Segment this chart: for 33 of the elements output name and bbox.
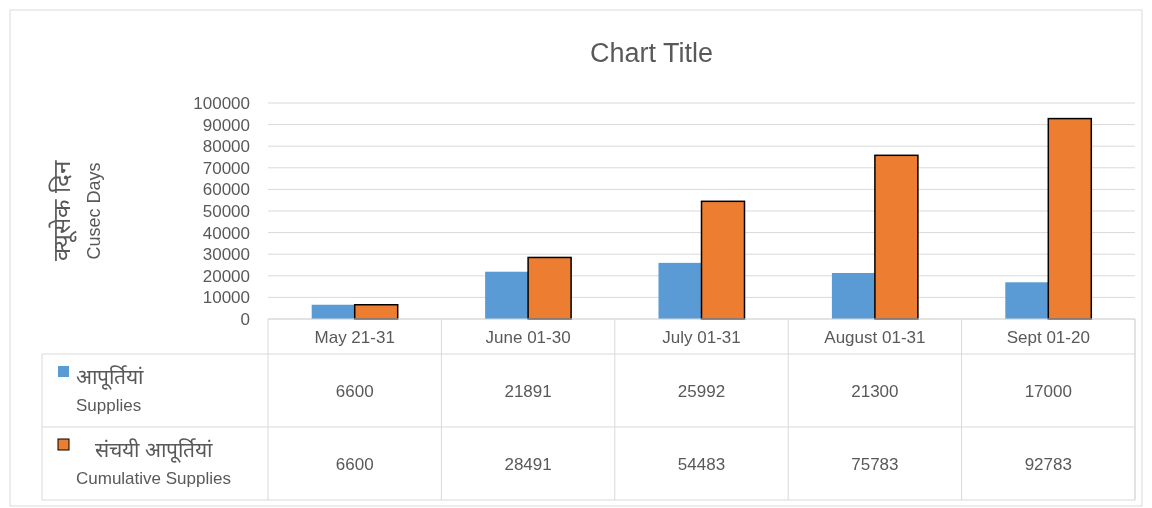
ytick: 10000 — [202, 288, 250, 308]
xtick: Sept 01-20 — [1006, 328, 1090, 347]
legend-label: Cumulative Supplies — [76, 469, 231, 488]
ytick: 80000 — [202, 137, 250, 157]
ytick: 20000 — [202, 266, 250, 286]
data-label: 92783 — [1024, 454, 1072, 474]
ytick: 100000 — [193, 94, 250, 113]
ytick: 0 — [240, 310, 250, 329]
ytick: 60000 — [202, 180, 250, 200]
ytick: 30000 — [202, 245, 250, 265]
legend-label: संचयी आपूर्तियां — [95, 438, 212, 461]
xtick: August 01-31 — [824, 328, 926, 347]
ytick: 90000 — [202, 115, 250, 135]
ylabel: Cusec Days — [84, 162, 104, 260]
xtick: July 01-31 — [662, 328, 741, 347]
data-label: 25992 — [677, 381, 726, 401]
ylabel: क्यूसेक दिन — [48, 161, 75, 261]
xtick: June 01-30 — [485, 328, 571, 347]
data-label: 28491 — [504, 454, 552, 474]
ytick: 70000 — [202, 158, 250, 178]
data-label: 6600 — [335, 454, 374, 474]
data-label: 6600 — [335, 381, 374, 401]
xtick: May 21-31 — [314, 328, 395, 347]
data-label: 21300 — [851, 381, 899, 401]
data-label: 54483 — [677, 454, 726, 474]
title: Chart Title — [590, 38, 713, 68]
ytick: 50000 — [202, 202, 250, 221]
ytick: 40000 — [202, 223, 250, 243]
legend-label: Supplies — [76, 396, 142, 415]
data-label: 75783 — [851, 454, 899, 474]
legend-label: आपूर्तियां — [76, 365, 143, 388]
data-label: 21891 — [504, 381, 552, 401]
data-label: 17000 — [1024, 381, 1072, 401]
